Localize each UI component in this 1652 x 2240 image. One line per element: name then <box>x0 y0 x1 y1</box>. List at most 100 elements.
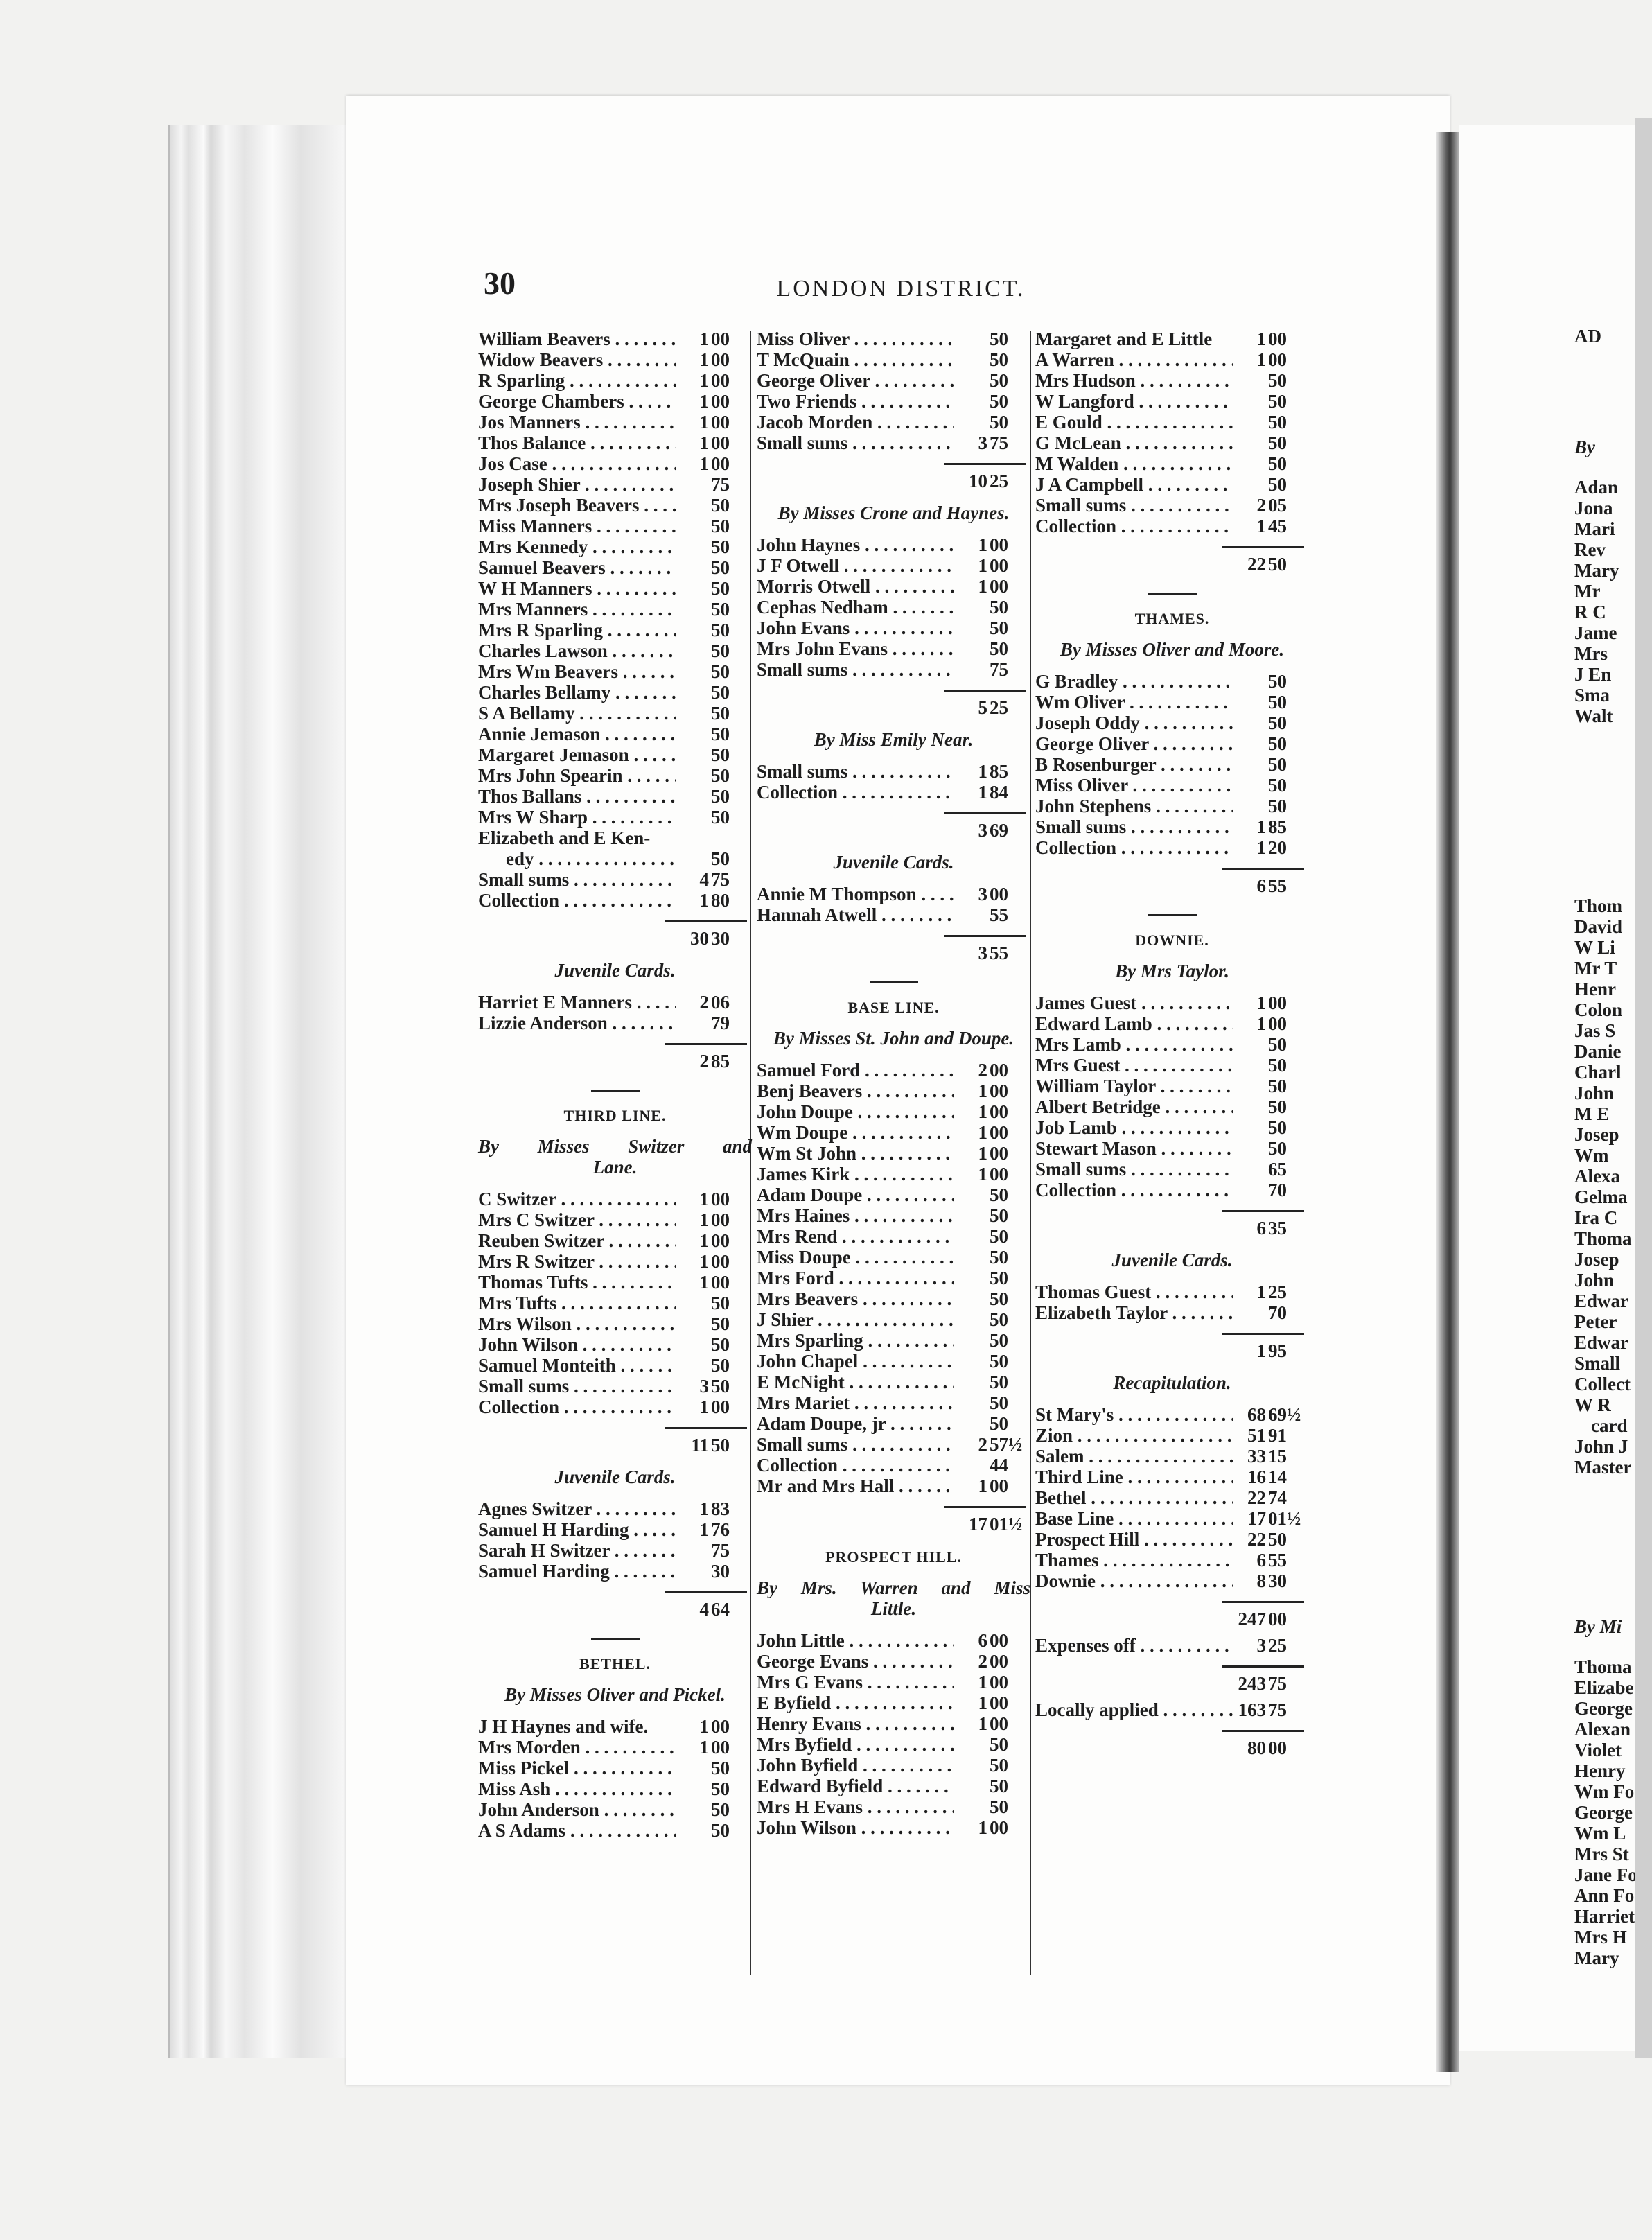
entry-name: John Wilson <box>478 1334 676 1355</box>
amount-cents: 05 <box>1268 495 1287 516</box>
list-item: Agnes Switzer 183 <box>478 1498 752 1519</box>
amount-cents: 50 <box>990 1796 1008 1817</box>
amount-cents: 85 <box>711 1051 730 1071</box>
amount-cents: 00 <box>990 1143 1008 1164</box>
amount-dollars: 1 <box>978 1817 988 1838</box>
facing-list-item: Walt <box>1574 706 1613 726</box>
amount-dollars: 22 <box>1247 1487 1266 1508</box>
amount-dollars: 2 <box>699 992 710 1013</box>
list-item: Margaret and E Little 1 00 <box>1035 329 1309 349</box>
list-item: Wm St John 100 <box>757 1143 1030 1164</box>
amount-cents: 00 <box>990 1060 1008 1080</box>
entry-name: John Little <box>757 1630 954 1651</box>
facing-list-item: Peter <box>1574 1311 1617 1332</box>
list-item: J H Haynes and wife. 1 00 <box>478 1716 752 1737</box>
amount-cents: 74 <box>1268 1487 1287 1508</box>
amount-cents: 65 <box>1268 1159 1287 1180</box>
amount-cents: 50 <box>990 618 1008 638</box>
list-item-continued: edy 50 <box>478 848 752 869</box>
list-item: Mrs G Evans 100 <box>757 1672 1030 1692</box>
amount-cents: 00 <box>990 1476 1008 1496</box>
entry-name: Samuel H Harding <box>478 1519 676 1540</box>
list-item: M Walden 50 <box>1035 453 1309 474</box>
list-item: Locally applied16375 <box>1035 1699 1309 1720</box>
list-item: Annie Jemason 50 <box>478 724 752 744</box>
facing-list-item: Thoma <box>1574 1228 1632 1249</box>
entry-name: Collection <box>757 1455 954 1476</box>
section-divider <box>590 1638 640 1640</box>
amount-dollars: 6 <box>1256 1550 1267 1570</box>
list-item: John Little 600 <box>757 1630 1030 1651</box>
entry-name: Salem <box>1035 1446 1233 1467</box>
facing-list-item: Mr <box>1574 581 1601 602</box>
amount-dollars: 1 <box>699 1519 710 1540</box>
amount-dollars: 1 <box>1256 1340 1267 1361</box>
amount-cents: 00 <box>711 1716 730 1737</box>
subtotal: 80 00 <box>1035 1738 1309 1758</box>
list-item: Samuel Beavers 50 <box>478 557 752 578</box>
amount-dollars: 3 <box>1256 1635 1267 1656</box>
list-item: Mrs H Evans 50 <box>757 1796 1030 1817</box>
entry-name: B Rosenburger <box>1035 754 1233 775</box>
list-item: Samuel Ford 200 <box>757 1060 1030 1080</box>
collector-heading: By Misses Oliver and Pickel. <box>504 1684 726 1705</box>
amount-cents: 00 <box>990 884 1008 904</box>
amount-cents: 50 <box>711 744 730 765</box>
entry-name: Miss Ash <box>478 1778 676 1799</box>
entry-name: Expenses off <box>1035 1635 1233 1656</box>
amount-dollars: 1 <box>699 890 710 911</box>
amount-cents: 50 <box>990 1330 1008 1351</box>
amount-cents: 50 <box>990 1226 1008 1247</box>
amount-dollars: 2 <box>978 1434 988 1455</box>
amount-cents: 00 <box>1268 1738 1287 1758</box>
amount-dollars: 1 <box>699 412 710 432</box>
amount-cents: 50 <box>990 1205 1008 1226</box>
amount-dollars: 22 <box>1247 554 1266 575</box>
list-item: Small sums 375 <box>757 432 1030 453</box>
facing-list-item: Mrs H <box>1574 1927 1627 1948</box>
amount-dollars: 1 <box>699 1498 710 1519</box>
entry-name: Jos Case <box>478 453 676 474</box>
running-title: LONDON DISTRICT. <box>776 276 1026 301</box>
list-item: Cephas Nedham 50 <box>757 597 1030 618</box>
section-heading: DOWNIE. <box>1135 931 1209 949</box>
amount-dollars: 1 <box>699 1189 710 1209</box>
entry-name: Sarah H Switzer <box>478 1540 676 1561</box>
amount-cents: 00 <box>990 1672 1008 1692</box>
facing-list-item: Gelma <box>1574 1187 1628 1207</box>
amount-cents: 50 <box>990 1392 1008 1413</box>
list-item: Mrs Hudson 50 <box>1035 370 1309 391</box>
facing-page-title: AD <box>1574 326 1601 347</box>
amount-cents: 50 <box>711 1313 730 1334</box>
entry-name: Collection <box>478 1397 676 1417</box>
list-item: Widow Beavers 100 <box>478 349 752 370</box>
entry-name: R Sparling <box>478 370 676 391</box>
entry-name: Small sums <box>1035 1159 1233 1180</box>
facing-list-item: Josep <box>1574 1249 1619 1270</box>
entry-name: Wm Oliver <box>1035 692 1233 712</box>
entry-name: Small sums <box>757 659 954 680</box>
entry-name: Samuel Beavers <box>478 557 676 578</box>
list-item: Thos Balance 100 <box>478 432 752 453</box>
list-item: J Shier 50 <box>757 1309 1030 1330</box>
amount-cents: 95 <box>1268 1340 1287 1361</box>
amount-cents: 50 <box>1268 712 1287 733</box>
entry-name: Small sums <box>478 869 676 890</box>
list-item: Mrs Sparling 50 <box>757 1330 1030 1351</box>
entry-name: Mrs Morden <box>478 1737 676 1758</box>
entry-name: Elizabeth and E Ken- <box>478 828 651 848</box>
list-item: Mrs Joseph Beavers 50 <box>478 495 752 516</box>
facing-list-item: John <box>1574 1083 1615 1103</box>
list-item: James Kirk 100 <box>757 1164 1030 1184</box>
amount-dollars: 6 <box>1256 875 1267 896</box>
total-rule <box>944 1506 1026 1508</box>
list-item: Collection 180 <box>478 890 752 911</box>
entry-name: Mrs Wm Beavers <box>478 661 676 682</box>
amount-cents: 50 <box>711 1799 730 1820</box>
entry-name: Miss Doupe <box>757 1247 954 1268</box>
amount-cents: 50 <box>711 1435 730 1455</box>
section-divider <box>1148 914 1197 916</box>
entry-name: Hannah Atwell <box>757 904 954 925</box>
amount-cents: 00 <box>711 412 730 432</box>
